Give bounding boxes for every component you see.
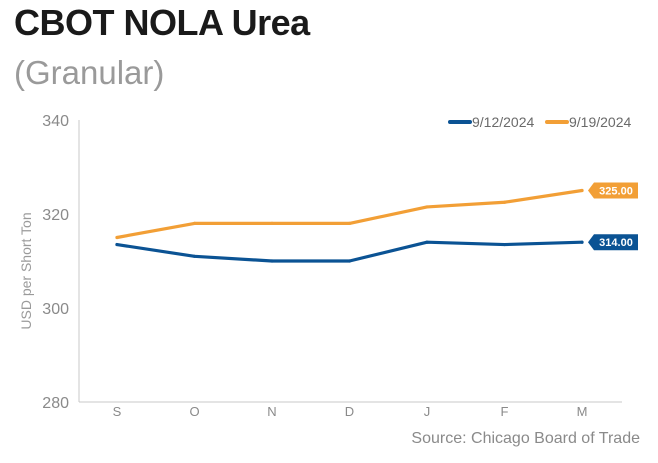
data-point: [347, 221, 352, 225]
x-tick-label: M: [577, 404, 588, 419]
data-point: [270, 221, 274, 225]
y-tick-label: 320: [42, 207, 69, 224]
y-tick-label: 340: [42, 113, 69, 130]
data-point: [347, 259, 352, 263]
data-point: [502, 242, 507, 247]
data-point: [580, 188, 584, 193]
series-line-1: [115, 188, 584, 240]
chart-subtitle: (Granular): [14, 54, 165, 91]
end-label-tag: [588, 182, 638, 199]
x-tick-label: D: [345, 404, 354, 419]
end-label-text: 325.00: [599, 186, 633, 198]
data-point: [502, 200, 507, 204]
x-tick-label: N: [267, 404, 276, 419]
data-point: [192, 221, 197, 225]
data-point: [115, 242, 119, 247]
end-label-tag: [588, 234, 638, 251]
end-label-text: 314.00: [599, 237, 633, 249]
y-tick-label: 300: [42, 301, 69, 318]
end-value-label: 314.00: [588, 234, 638, 251]
y-tick-label: 280: [42, 395, 69, 412]
source-note: Source: Chicago Board of Trade: [411, 430, 640, 447]
data-point: [425, 240, 429, 244]
data-point: [192, 254, 197, 258]
series-line-0: [115, 240, 584, 263]
legend-label: 9/19/2024: [569, 114, 631, 130]
data-point: [580, 240, 584, 244]
legend-item: 9/12/2024: [448, 114, 534, 130]
y-axis-label: USD per Short Ton: [18, 212, 34, 329]
data-point: [115, 235, 119, 240]
x-tick-label: S: [113, 404, 122, 419]
chart-title: CBOT NOLA Urea: [14, 2, 310, 43]
end-value-label: 325.00: [588, 182, 638, 199]
data-point: [270, 259, 274, 263]
legend-label: 9/12/2024: [472, 114, 534, 130]
x-tick-label: F: [501, 404, 509, 419]
data-point: [425, 205, 429, 209]
x-tick-label: O: [189, 404, 199, 419]
x-tick-label: J: [424, 404, 431, 419]
legend-item: 9/19/2024: [545, 114, 631, 130]
